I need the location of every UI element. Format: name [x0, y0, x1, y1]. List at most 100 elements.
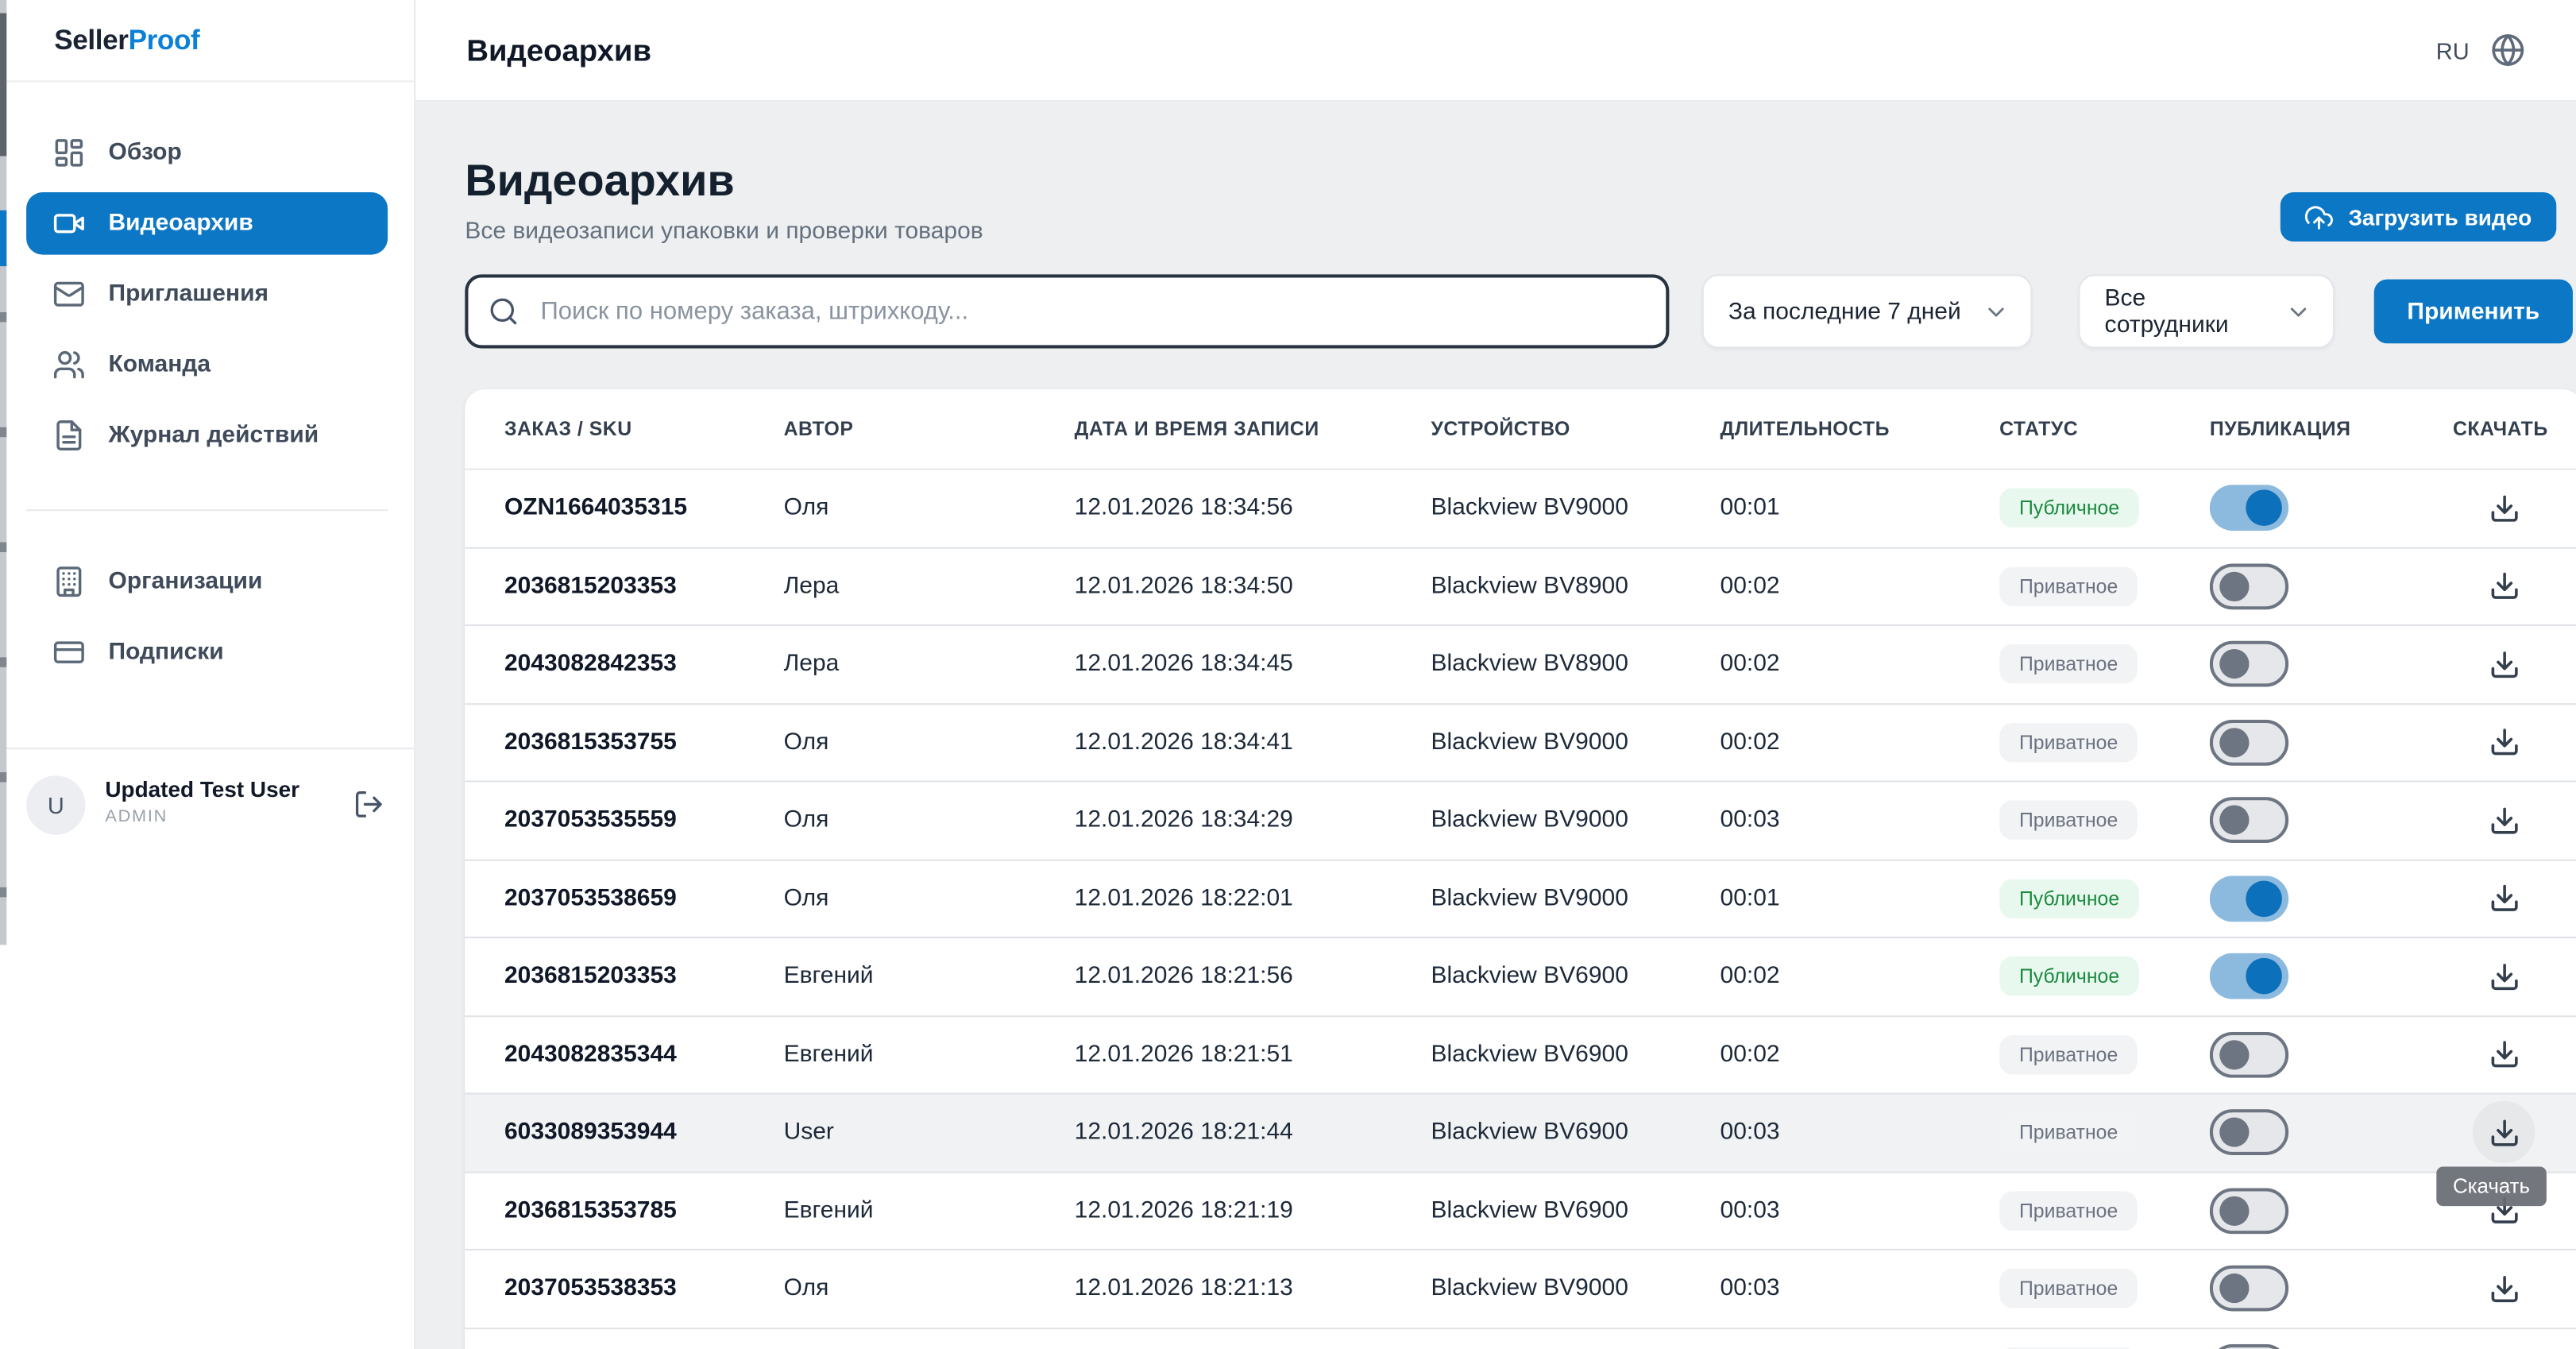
table-row[interactable]: OZN1664035315 Оля 12.01.2026 18:34:56 Bl…	[465, 470, 2576, 548]
datetime-cell: 12.01.2026 18:34:41	[1075, 729, 1431, 756]
table-row[interactable]: 2043082835344 Евгений 12.01.2026 18:21:5…	[465, 1016, 2576, 1094]
table-row[interactable]: 6033089353944 User 12.01.2026 18:21:44 B…	[465, 1094, 2576, 1172]
download-button[interactable]	[2473, 789, 2535, 852]
table-row[interactable]: Приватное	[465, 1328, 2576, 1349]
device-cell: Blackview BV8900	[1431, 573, 1720, 599]
logout-button[interactable]	[350, 786, 388, 829]
datetime-cell: 12.01.2026 18:22:01	[1075, 885, 1431, 911]
status-badge: Приватное	[1999, 644, 2138, 684]
upload-video-button[interactable]: Загрузить видео	[2281, 192, 2557, 242]
table-row[interactable]: 2037053535559 Оля 12.01.2026 18:34:29 Bl…	[465, 783, 2576, 860]
duration-cell: 00:01	[1721, 885, 2000, 911]
sidebar-item-invitations[interactable]: Приглашения	[26, 263, 388, 326]
toggle-knob	[2246, 490, 2282, 527]
author-cell: Оля	[784, 729, 1075, 756]
publication-toggle[interactable]	[2210, 641, 2288, 687]
toggle-knob	[2246, 880, 2282, 917]
col-download: СКАЧАТЬ	[2453, 417, 2576, 440]
publication-toggle[interactable]	[2210, 719, 2288, 765]
language-switcher[interactable]: RU	[2436, 33, 2525, 67]
status-badge: Приватное	[1999, 723, 2138, 763]
datetime-cell: 12.01.2026 18:34:29	[1075, 807, 1431, 833]
status-badge: Приватное	[1999, 566, 2138, 606]
device-cell: Blackview BV8900	[1431, 651, 1720, 678]
globe-icon	[2491, 33, 2525, 67]
publication-toggle[interactable]	[2210, 1266, 2288, 1312]
download-icon	[2488, 727, 2519, 758]
sidebar-item-label: Видеоархив	[109, 211, 253, 237]
status-badge: Приватное	[1999, 801, 2138, 841]
publication-toggle[interactable]	[2210, 1110, 2288, 1156]
table-header: ЗАКАЗ / SKU АВТОР ДАТА И ВРЕМЯ ЗАПИСИ УС…	[465, 389, 2576, 470]
order-cell: 2043082842353	[465, 651, 783, 678]
date-range-select[interactable]: За последние 7 дней	[1702, 274, 2033, 348]
secondary-nav: Организации Подписки	[0, 551, 414, 684]
sidebar: SellerProof Обзор Видеоархив Приглашения…	[0, 0, 415, 1349]
publication-toggle[interactable]	[2210, 1031, 2288, 1077]
left-edge-artifact	[0, 0, 6, 945]
table-row[interactable]: 2036815203353 Лера 12.01.2026 18:34:50 B…	[465, 548, 2576, 626]
sidebar-item-activity-log[interactable]: Журнал действий	[26, 404, 388, 467]
download-button[interactable]	[2473, 1335, 2535, 1349]
videos-table: ЗАКАЗ / SKU АВТОР ДАТА И ВРЕМЯ ЗАПИСИ УС…	[465, 389, 2576, 1349]
upload-video-label: Загрузить видео	[2348, 205, 2532, 230]
download-button[interactable]	[2473, 711, 2535, 774]
datetime-cell: 12.01.2026 18:21:51	[1075, 1042, 1431, 1068]
publication-toggle[interactable]	[2210, 1188, 2288, 1234]
device-cell: Blackview BV6900	[1431, 1197, 1720, 1223]
page-subtitle: Все видеозаписи упаковки и проверки това…	[465, 218, 2576, 245]
sidebar-item-subscriptions[interactable]: Подписки	[26, 621, 388, 684]
download-button[interactable]	[2473, 1023, 2535, 1086]
publication-toggle[interactable]	[2210, 953, 2288, 999]
download-tooltip: Скачать	[2436, 1166, 2546, 1206]
journal-icon	[52, 419, 85, 451]
download-button[interactable]	[2473, 477, 2535, 539]
publication-toggle[interactable]	[2210, 485, 2288, 531]
table-row[interactable]: 2036815203353 Евгений 12.01.2026 18:21:5…	[465, 938, 2576, 1016]
avatar: U	[26, 775, 85, 834]
download-button[interactable]	[2473, 633, 2535, 696]
table-row[interactable]: 2036815353755 Оля 12.01.2026 18:34:41 Bl…	[465, 704, 2576, 782]
sidebar-item-video-archive[interactable]: Видеоархив	[26, 192, 388, 255]
download-button[interactable]	[2473, 1258, 2535, 1320]
col-duration: ДЛИТЕЛЬНОСТЬ	[1721, 417, 2000, 440]
sidebar-item-label: Организации	[109, 569, 263, 595]
table-row[interactable]: 2043082842353 Лера 12.01.2026 18:34:45 B…	[465, 626, 2576, 704]
duration-cell: 00:02	[1721, 964, 2000, 990]
author-cell: Оля	[784, 495, 1075, 521]
sidebar-item-overview[interactable]: Обзор	[26, 122, 388, 184]
publication-toggle[interactable]	[2210, 875, 2288, 922]
table-row[interactable]: 2037053538659 Оля 12.01.2026 18:22:01 Bl…	[465, 860, 2576, 938]
order-cell: 6033089353944	[465, 1119, 783, 1146]
order-cell: 2043082835344	[465, 1042, 783, 1068]
employee-select[interactable]: Все сотрудники	[2078, 274, 2335, 348]
author-cell: Евгений	[784, 1197, 1075, 1223]
download-button[interactable]	[2473, 1101, 2535, 1164]
apply-button[interactable]: Применить	[2374, 280, 2573, 344]
datetime-cell: 12.01.2026 18:34:45	[1075, 651, 1431, 678]
col-device: УСТРОЙСТВО	[1431, 417, 1720, 440]
app-window: SellerProof Обзор Видеоархив Приглашения…	[0, 0, 2576, 1349]
table-body: OZN1664035315 Оля 12.01.2026 18:34:56 Bl…	[465, 470, 2576, 1349]
device-cell: Blackview BV6900	[1431, 964, 1720, 990]
publication-toggle[interactable]	[2210, 1343, 2288, 1349]
table-row[interactable]: 2037053538353 Оля 12.01.2026 18:21:13 Bl…	[465, 1250, 2576, 1328]
table-row[interactable]: 2036815353785 Евгений 12.01.2026 18:21:1…	[465, 1173, 2576, 1250]
col-datetime: ДАТА И ВРЕМЯ ЗАПИСИ	[1075, 417, 1431, 440]
envelope-icon	[52, 278, 85, 311]
download-button[interactable]	[2473, 868, 2535, 930]
duration-cell: 00:03	[1721, 1197, 2000, 1223]
sidebar-item-organizations[interactable]: Организации	[26, 551, 388, 613]
filters-toolbar: За последние 7 дней Все сотрудники Приме…	[465, 274, 2576, 348]
author-cell: Оля	[784, 1276, 1075, 1302]
datetime-cell: 12.01.2026 18:34:56	[1075, 495, 1431, 521]
publication-toggle[interactable]	[2210, 563, 2288, 609]
sidebar-item-team[interactable]: Команда	[26, 334, 388, 396]
download-button[interactable]	[2473, 555, 2535, 618]
search-input[interactable]	[465, 274, 1669, 348]
order-cell: 2036815203353	[465, 573, 783, 599]
status-badge: Публичное	[1999, 957, 2139, 996]
publication-toggle[interactable]	[2210, 798, 2288, 844]
download-button[interactable]	[2473, 945, 2535, 1008]
employee-value: Все сотрудники	[2104, 285, 2272, 338]
